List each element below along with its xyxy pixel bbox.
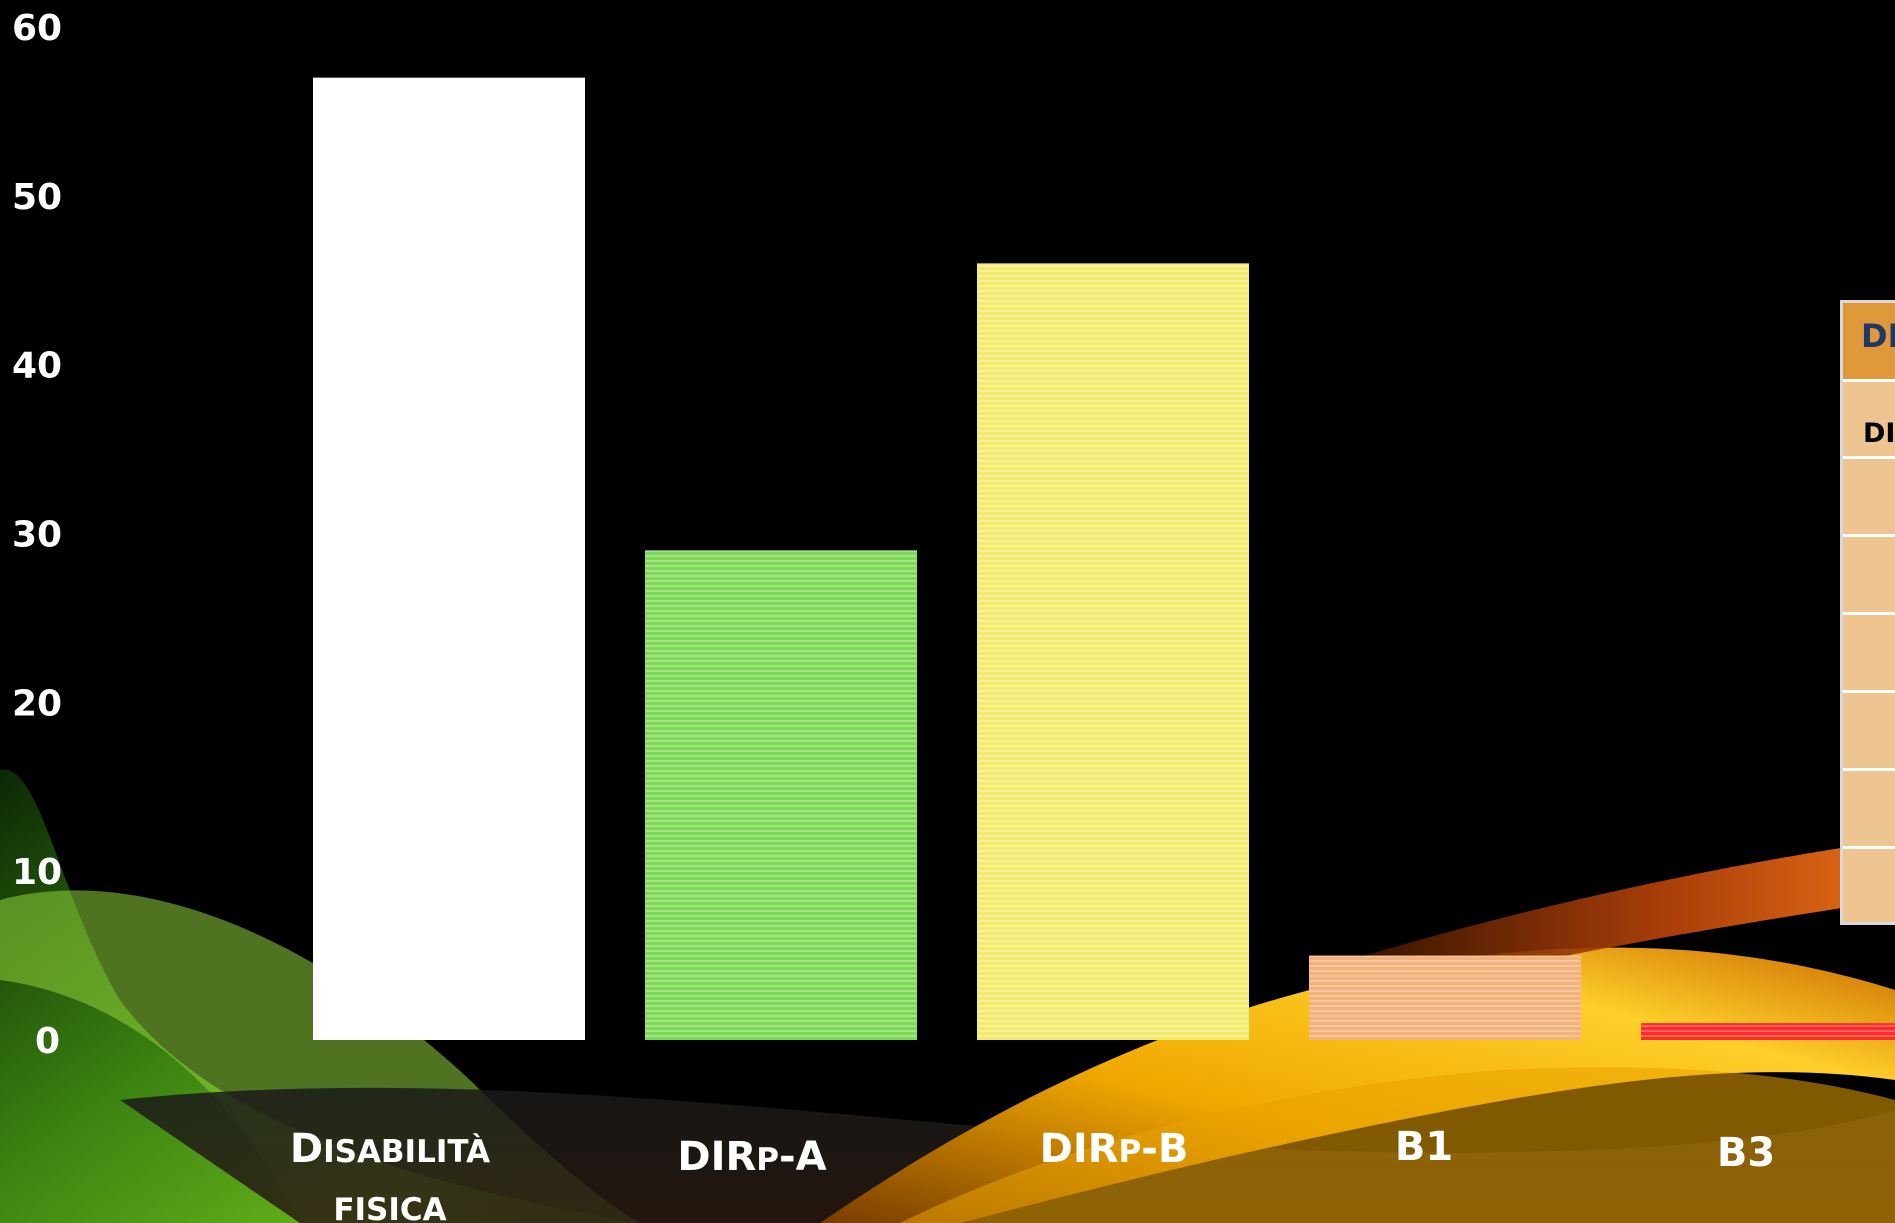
side-table-row: DI <box>1843 382 1895 459</box>
y-tick-label: 40 <box>12 346 62 387</box>
bar-group <box>977 263 1249 1040</box>
category-label: DIRP-A <box>677 1134 826 1180</box>
y-tick-label: 20 <box>12 683 62 724</box>
side-table-cell <box>1843 693 1895 771</box>
side-table-cell <box>1843 849 1895 922</box>
side-table-cell <box>1843 771 1895 849</box>
category-label-line2: FISICA <box>333 1192 446 1223</box>
bar-stripe <box>1309 955 1581 1040</box>
side-table-cell <box>1843 537 1895 615</box>
category-label: DISABILITÀ <box>290 1126 490 1172</box>
y-tick-label: 0 <box>35 1021 60 1062</box>
side-table: DI DI <box>1840 300 1895 925</box>
bar-group <box>313 77 585 1040</box>
y-tick-label: 30 <box>12 515 62 556</box>
y-tick-label: 10 <box>12 852 62 893</box>
bar-group <box>645 550 917 1040</box>
category-label: DIRP-B <box>1040 1126 1189 1172</box>
bar-group <box>1309 955 1581 1040</box>
side-table-cell <box>1843 615 1895 693</box>
bar <box>313 77 585 1040</box>
bar-stripe <box>645 550 917 1040</box>
bars <box>313 77 1895 1040</box>
side-table-header: DI <box>1843 303 1895 382</box>
bar-stripe <box>977 263 1249 1040</box>
x-axis: DISABILITÀ FISICA DIRP-A DIRP-B B1 B3 <box>290 1124 1775 1223</box>
y-tick-label: 60 <box>12 8 62 49</box>
category-label: B3 <box>1717 1130 1775 1176</box>
category-label: B1 <box>1395 1124 1453 1170</box>
bar-group <box>1641 1023 1895 1040</box>
bar-stripe <box>1641 1023 1895 1040</box>
side-table-cell <box>1843 459 1895 537</box>
y-tick-label: 50 <box>12 177 62 218</box>
y-axis: 0 10 20 30 40 50 60 <box>12 8 62 1062</box>
